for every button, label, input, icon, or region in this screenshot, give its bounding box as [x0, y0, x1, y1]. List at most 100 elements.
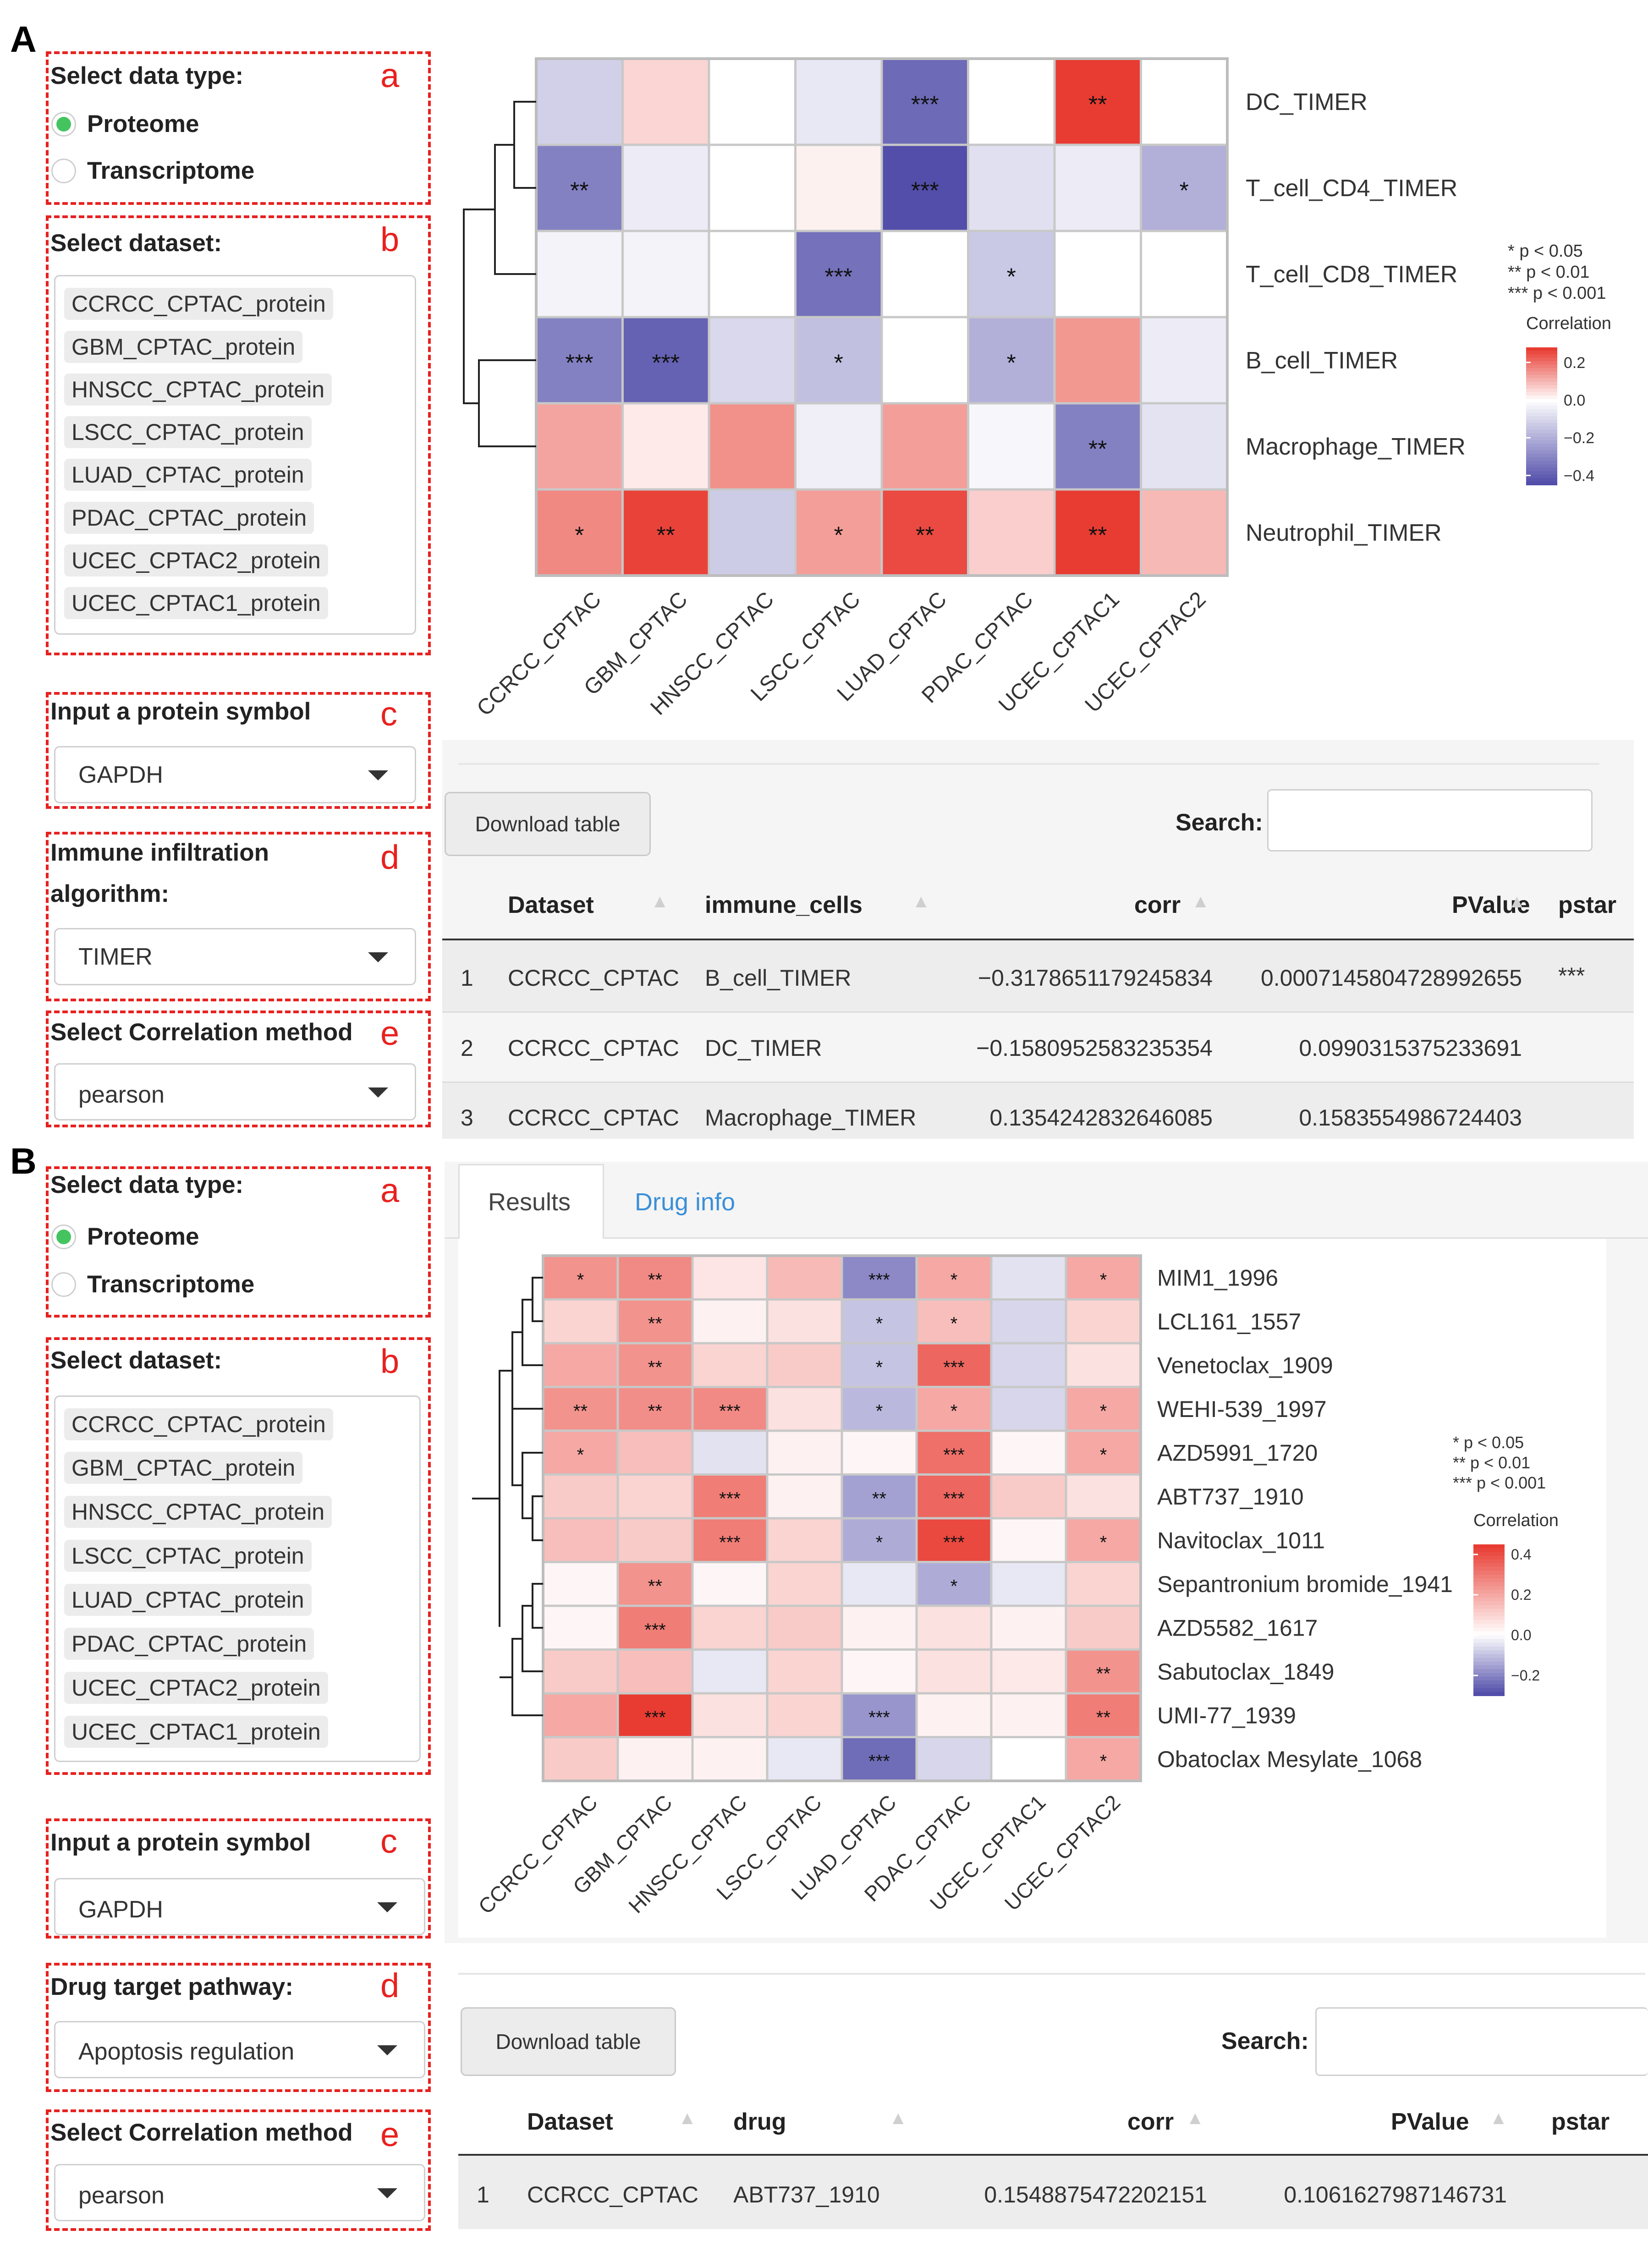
heat-cell [794, 316, 883, 405]
heat-cell [616, 1692, 694, 1738]
table-row[interactable] [458, 2156, 1648, 2229]
heat-cell [621, 402, 710, 491]
tab-results[interactable] [458, 1164, 604, 1239]
table-row[interactable] [442, 1013, 1634, 1082]
dataset-chip[interactable]: CCRCC_CPTAC_protein [64, 1408, 333, 1440]
dendrogram-branch [511, 1638, 543, 1716]
col-header-dataset[interactable]: Dataset [508, 892, 594, 918]
heat-cell [1140, 402, 1229, 491]
col-header-pstar[interactable]: pstar [1558, 892, 1617, 918]
pathway-select[interactable]: Apoptosis regulation [54, 2021, 425, 2078]
marker-e: e [380, 1014, 400, 1052]
table-a-divider [458, 763, 1599, 765]
significance-star: *** [911, 91, 939, 118]
heat-cell [766, 1561, 843, 1607]
download-table-button[interactable]: Download table [445, 792, 651, 856]
heat-cell [766, 1604, 843, 1651]
colorbar-step [1473, 1627, 1505, 1632]
col-header-corr[interactable]: corr [1127, 2109, 1174, 2135]
colorbar-step [1473, 1597, 1505, 1602]
row-label: UMI-77_1939 [1157, 1702, 1296, 1728]
protein-select[interactable]: GAPDH [54, 1878, 425, 1935]
col-header-name[interactable]: immune_cells [705, 892, 862, 918]
significance-star: *** [644, 1620, 666, 1640]
sort-icon[interactable]: ▲ [1186, 2108, 1204, 2128]
dataset-chip[interactable]: PDAC_CPTAC_protein [64, 1628, 314, 1660]
box-e-method [46, 2109, 431, 2231]
heat-cell [708, 230, 797, 319]
row-label: Macrophage_TIMER [1246, 434, 1466, 460]
colorbar-tick-label: 0.0 [1564, 392, 1585, 409]
colorbar-step [1526, 430, 1557, 434]
row-label: T_cell_CD4_TIMER [1246, 175, 1457, 202]
dataset-chip[interactable]: LSCC_CPTAC_protein [64, 1540, 312, 1572]
sort-icon[interactable]: ▲ [651, 891, 669, 912]
dataset-chip[interactable]: HNSCC_CPTAC_protein [64, 1496, 332, 1528]
significance-star: *** [719, 1488, 741, 1509]
col-header-corr[interactable]: corr [1134, 892, 1181, 918]
search-input[interactable] [1315, 2007, 1648, 2076]
download-table-button[interactable]: Download table [461, 2007, 676, 2076]
protein-select[interactable]: GAPDH [54, 746, 416, 803]
sort-icon[interactable]: ▲ [1508, 891, 1526, 912]
radio-transcriptome[interactable]: Transcriptome [51, 157, 254, 185]
dataset-chip[interactable]: UCEC_CPTAC2_protein [64, 544, 328, 577]
radio-transcriptome[interactable]: Transcriptome [51, 1270, 254, 1298]
dataset-list[interactable] [54, 275, 416, 635]
col-header-name[interactable]: drug [733, 2109, 786, 2135]
colorbar-step [1473, 1688, 1505, 1692]
heat-cell [880, 230, 969, 319]
dataset-chip[interactable]: LUAD_CPTAC_protein [64, 459, 312, 491]
significance-star: ** [648, 1576, 662, 1596]
dataset-chip[interactable]: CCRCC_CPTAC_protein [64, 288, 333, 320]
significance-legend: *** p < 0.001 [1508, 284, 1606, 303]
colorbar-step [1473, 1639, 1505, 1643]
dataset-chip[interactable]: LUAD_CPTAC_protein [64, 1584, 312, 1616]
method-select[interactable]: pearson [54, 1063, 416, 1120]
dataset-chip[interactable]: UCEC_CPTAC2_protein [64, 1672, 328, 1704]
sort-icon[interactable]: ▲ [678, 2108, 697, 2128]
algorithm-select[interactable]: TIMER [54, 928, 416, 985]
sort-icon[interactable]: ▲ [1489, 2108, 1508, 2128]
heat-cell [967, 230, 1056, 319]
dataset-chip[interactable]: GBM_CPTAC_protein [64, 331, 303, 363]
sort-icon[interactable]: ▲ [912, 891, 930, 912]
search-input[interactable] [1267, 789, 1593, 851]
significance-star: * [1007, 350, 1016, 376]
tab-drug-info[interactable]: Drug info [635, 1188, 736, 1216]
table-row[interactable] [442, 1083, 1634, 1139]
heat-cell [880, 316, 969, 405]
radio-proteome[interactable]: Proteome [51, 1223, 199, 1251]
sort-icon[interactable]: ▲ [889, 2108, 907, 2128]
colorbar-step [1473, 1665, 1505, 1670]
col-header-pstar[interactable]: pstar [1551, 2109, 1610, 2135]
dataset-chip[interactable]: UCEC_CPTAC1_protein [64, 1716, 328, 1748]
row-index: 2 [461, 1035, 473, 1061]
significance-star: * [876, 1532, 883, 1553]
col-header-dataset[interactable]: Dataset [527, 2109, 613, 2135]
heat-cell [766, 1473, 843, 1520]
heat-cell [1065, 1604, 1142, 1651]
row-label: T_cell_CD8_TIMER [1246, 261, 1457, 288]
method-value: pearson [78, 2182, 165, 2209]
significance-star: * [1100, 1445, 1107, 1465]
colorbar-step [1473, 1616, 1505, 1620]
dataset-chip[interactable]: LSCC_CPTAC_protein [64, 416, 312, 448]
row-divider [442, 1082, 1634, 1083]
dataset-chip[interactable]: HNSCC_CPTAC_protein [64, 373, 332, 406]
protein-title: Input a protein symbol [50, 698, 311, 725]
dataset-list[interactable] [54, 1395, 421, 1762]
colorbar-step [1473, 1624, 1505, 1628]
colorbar-step [1473, 1650, 1505, 1655]
colorbar-step [1526, 416, 1557, 420]
method-select[interactable]: pearson [54, 2164, 425, 2221]
col-header-pvalue[interactable]: PValue [1391, 2109, 1469, 2135]
dataset-chip[interactable]: GBM_CPTAC_protein [64, 1452, 303, 1484]
table-row[interactable] [442, 940, 1634, 1011]
dataset-chip[interactable]: UCEC_CPTAC1_protein [64, 587, 328, 619]
dataset-chip[interactable]: PDAC_CPTAC_protein [64, 502, 314, 534]
sort-icon[interactable]: ▲ [1192, 891, 1210, 912]
heat-cell [691, 1342, 769, 1388]
col-header-pvalue[interactable]: PValue [1452, 892, 1530, 918]
radio-proteome[interactable]: Proteome [51, 110, 199, 138]
